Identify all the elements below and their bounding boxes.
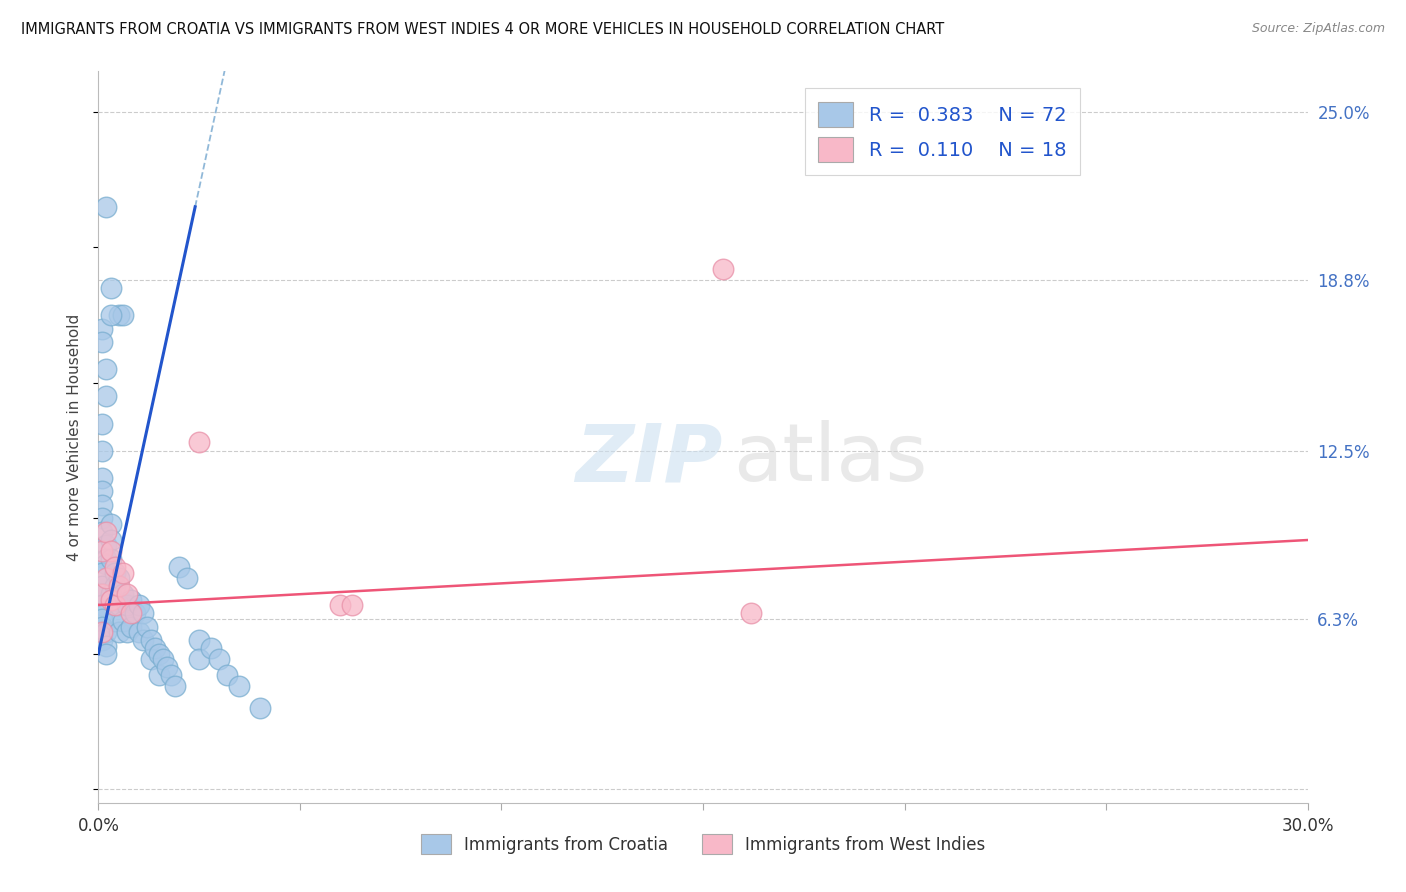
Point (96, 538, 118, 552)
Point (107, 625, 129, 640)
Point (217, 668, 239, 682)
Point (91, 498, 114, 512)
Point (103, 579, 125, 593)
Point (132, 606, 155, 620)
Point (128, 598, 150, 612)
Point (91, 322, 114, 336)
Point (91, 620, 114, 634)
Point (107, 571, 129, 585)
Point (120, 592, 142, 607)
Point (228, 679, 250, 693)
Y-axis label: 4 or more Vehicles in Household: 4 or more Vehicles in Household (67, 313, 83, 561)
Point (103, 560, 125, 574)
Point (91, 587, 114, 601)
Point (96, 389, 118, 403)
Point (148, 647, 170, 661)
Point (120, 606, 142, 620)
Point (91, 417, 114, 431)
Point (740, 606, 762, 620)
Point (96, 524, 118, 539)
Point (96, 200, 118, 214)
Point (329, 598, 352, 612)
Point (115, 625, 138, 640)
Point (96, 625, 118, 640)
Point (188, 652, 211, 666)
Point (139, 633, 162, 648)
Legend: Immigrants from Croatia, Immigrants from West Indies: Immigrants from Croatia, Immigrants from… (415, 828, 991, 860)
Point (96, 571, 118, 585)
Point (711, 262, 734, 277)
Point (111, 615, 134, 629)
Point (91, 611, 114, 625)
Point (111, 566, 134, 580)
Point (139, 652, 162, 666)
Point (91, 524, 114, 539)
Point (91, 633, 114, 648)
Point (107, 579, 129, 593)
Point (188, 633, 211, 648)
Point (96, 362, 118, 376)
Point (103, 615, 125, 629)
Text: Source: ZipAtlas.com: Source: ZipAtlas.com (1251, 22, 1385, 36)
Point (249, 701, 271, 715)
Point (91, 606, 114, 620)
Text: atlas: atlas (733, 420, 927, 498)
Point (103, 566, 125, 580)
Point (115, 598, 138, 612)
Point (100, 516, 122, 531)
Point (91, 544, 114, 558)
Point (100, 308, 122, 322)
Point (107, 308, 129, 322)
Point (91, 471, 114, 485)
Point (143, 641, 166, 656)
Point (103, 598, 125, 612)
Point (100, 281, 122, 295)
Point (96, 647, 118, 661)
Point (176, 571, 198, 585)
Point (160, 668, 183, 682)
Point (132, 633, 155, 648)
Point (91, 335, 114, 350)
Point (135, 620, 157, 634)
Point (148, 668, 170, 682)
Point (91, 484, 114, 499)
Point (107, 598, 129, 612)
Point (188, 435, 211, 450)
Point (120, 620, 142, 634)
Point (111, 587, 134, 601)
Point (96, 639, 118, 653)
Point (91, 443, 114, 458)
Point (167, 560, 190, 574)
Point (91, 566, 114, 580)
Point (128, 625, 150, 640)
Point (100, 587, 122, 601)
Point (342, 598, 364, 612)
Point (208, 652, 231, 666)
Text: ZIP: ZIP (575, 420, 723, 498)
Point (156, 660, 179, 674)
Point (100, 592, 122, 607)
Point (163, 679, 186, 693)
Text: IMMIGRANTS FROM CROATIA VS IMMIGRANTS FROM WEST INDIES 4 OR MORE VEHICLES IN HOU: IMMIGRANTS FROM CROATIA VS IMMIGRANTS FR… (21, 22, 945, 37)
Point (124, 606, 146, 620)
Point (152, 652, 174, 666)
Point (91, 587, 114, 601)
Point (91, 598, 114, 612)
Point (100, 533, 122, 547)
Point (111, 308, 134, 322)
Point (100, 544, 122, 558)
Point (91, 579, 114, 593)
Point (96, 558, 118, 572)
Point (91, 625, 114, 640)
Point (100, 552, 122, 566)
Point (200, 641, 222, 656)
Point (115, 587, 138, 601)
Point (96, 552, 118, 566)
Point (103, 598, 125, 612)
Point (91, 511, 114, 525)
